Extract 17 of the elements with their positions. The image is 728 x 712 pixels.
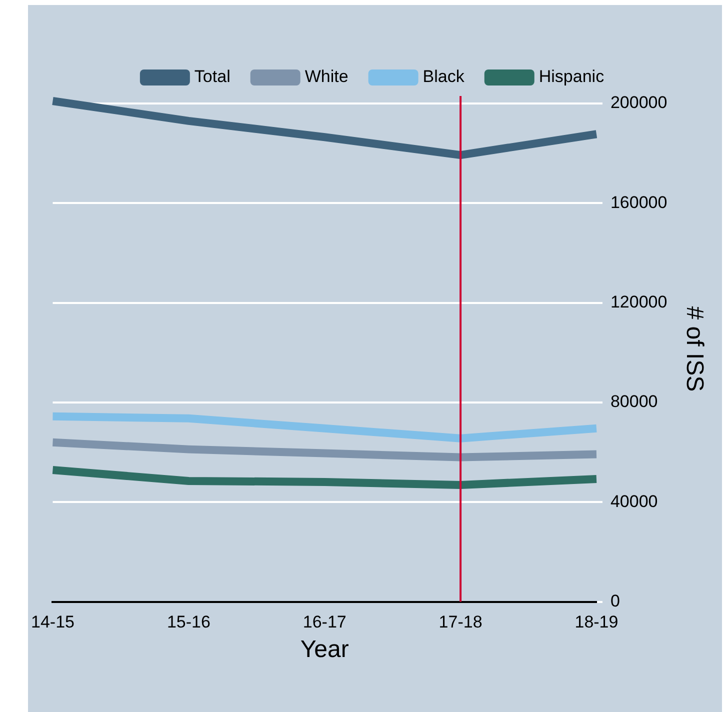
x-tick-label: 18-19 xyxy=(574,612,618,632)
y-axis-title: # of ISS xyxy=(680,306,708,392)
y-tick-label: 200000 xyxy=(610,93,668,112)
legend-label: White xyxy=(304,67,348,86)
legend-label: Black xyxy=(422,67,465,86)
y-tick-label: 80000 xyxy=(610,392,658,412)
x-tick-label: 14-15 xyxy=(31,612,74,632)
x-tick-label: 16-17 xyxy=(302,612,346,632)
x-tick-label: 17-18 xyxy=(438,612,482,632)
y-tick-label: 160000 xyxy=(610,192,668,212)
legend-label: Hispanic xyxy=(538,67,605,86)
y-tick-label: 120000 xyxy=(610,292,668,312)
y-tick-label: 40000 xyxy=(610,492,658,511)
x-tick-label: 15-16 xyxy=(166,612,210,632)
y-tick-label: 0 xyxy=(610,591,620,610)
x-axis-title: Year xyxy=(300,636,349,664)
legend-label: Total xyxy=(194,67,230,86)
